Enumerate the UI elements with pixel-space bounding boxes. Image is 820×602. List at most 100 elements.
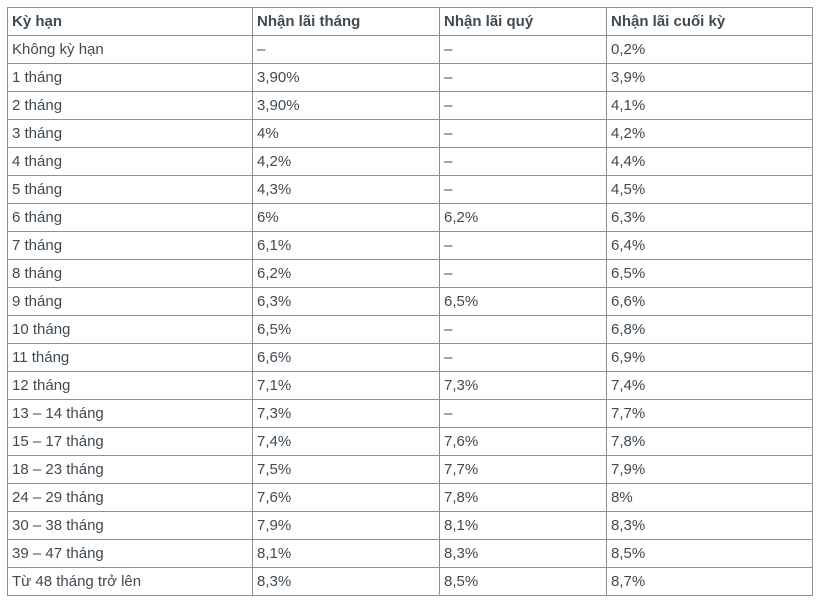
term-cell: 3 tháng (7, 119, 253, 148)
term-cell: 10 tháng (7, 315, 253, 344)
table-row: 9 tháng 6,3% 6,5% 6,6% (7, 287, 813, 316)
end-of-term-rate-cell: 8,5% (606, 539, 813, 568)
header-row: Kỳ hạn Nhận lãi tháng Nhận lãi quý Nhận … (7, 7, 813, 36)
term-cell: 9 tháng (7, 287, 253, 316)
end-of-term-rate-cell: 8% (606, 483, 813, 512)
table-row: 3 tháng 4% – 4,2% (7, 119, 813, 148)
monthly-rate-cell: 7,1% (252, 371, 440, 400)
quarterly-rate-cell: – (439, 343, 607, 372)
table-row: 11 tháng 6,6% – 6,9% (7, 343, 813, 372)
monthly-rate-cell: – (252, 35, 440, 64)
table-row: 10 tháng 6,5% – 6,8% (7, 315, 813, 344)
interest-rate-table: Kỳ hạn Nhận lãi tháng Nhận lãi quý Nhận … (7, 7, 813, 596)
quarterly-rate-cell: 7,3% (439, 371, 607, 400)
quarterly-rate-cell: – (439, 119, 607, 148)
end-of-term-rate-cell: 6,3% (606, 203, 813, 232)
end-of-term-rate-cell: 8,3% (606, 511, 813, 540)
monthly-rate-cell: 6,3% (252, 287, 440, 316)
term-cell: 7 tháng (7, 231, 253, 260)
table-row: 13 – 14 tháng 7,3% – 7,7% (7, 399, 813, 428)
column-header-quarterly-interest: Nhận lãi quý (439, 7, 607, 36)
table-row: 24 – 29 tháng 7,6% 7,8% 8% (7, 483, 813, 512)
term-cell: 13 – 14 tháng (7, 399, 253, 428)
quarterly-rate-cell: – (439, 91, 607, 120)
monthly-rate-cell: 6% (252, 203, 440, 232)
end-of-term-rate-cell: 8,7% (606, 567, 813, 596)
table-row: Không kỳ hạn – – 0,2% (7, 35, 813, 64)
term-cell: 12 tháng (7, 371, 253, 400)
quarterly-rate-cell: 6,2% (439, 203, 607, 232)
monthly-rate-cell: 3,90% (252, 91, 440, 120)
table-row: Từ 48 tháng trở lên 8,3% 8,5% 8,7% (7, 567, 813, 596)
quarterly-rate-cell: 7,7% (439, 455, 607, 484)
table-row: 15 – 17 tháng 7,4% 7,6% 7,8% (7, 427, 813, 456)
table-row: 5 tháng 4,3% – 4,5% (7, 175, 813, 204)
monthly-rate-cell: 6,1% (252, 231, 440, 260)
table-row: 18 – 23 tháng 7,5% 7,7% 7,9% (7, 455, 813, 484)
quarterly-rate-cell: 8,3% (439, 539, 607, 568)
table-row: 8 tháng 6,2% – 6,5% (7, 259, 813, 288)
monthly-rate-cell: 4% (252, 119, 440, 148)
term-cell: 15 – 17 tháng (7, 427, 253, 456)
monthly-rate-cell: 4,3% (252, 175, 440, 204)
table-row: 4 tháng 4,2% – 4,4% (7, 147, 813, 176)
quarterly-rate-cell: – (439, 35, 607, 64)
monthly-rate-cell: 6,2% (252, 259, 440, 288)
term-cell: 6 tháng (7, 203, 253, 232)
term-cell: 30 – 38 tháng (7, 511, 253, 540)
monthly-rate-cell: 3,90% (252, 63, 440, 92)
column-header-term: Kỳ hạn (7, 7, 253, 36)
quarterly-rate-cell: – (439, 147, 607, 176)
term-cell: 11 tháng (7, 343, 253, 372)
quarterly-rate-cell: 6,5% (439, 287, 607, 316)
end-of-term-rate-cell: 0,2% (606, 35, 813, 64)
end-of-term-rate-cell: 7,8% (606, 427, 813, 456)
table-row: 7 tháng 6,1% – 6,4% (7, 231, 813, 260)
table-row: 2 tháng 3,90% – 4,1% (7, 91, 813, 120)
term-cell: 1 tháng (7, 63, 253, 92)
quarterly-rate-cell: – (439, 315, 607, 344)
term-cell: 4 tháng (7, 147, 253, 176)
monthly-rate-cell: 4,2% (252, 147, 440, 176)
monthly-rate-cell: 8,1% (252, 539, 440, 568)
end-of-term-rate-cell: 4,2% (606, 119, 813, 148)
end-of-term-rate-cell: 6,9% (606, 343, 813, 372)
table-body: Không kỳ hạn – – 0,2% 1 tháng 3,90% – 3,… (7, 35, 813, 596)
end-of-term-rate-cell: 7,7% (606, 399, 813, 428)
end-of-term-rate-cell: 7,9% (606, 455, 813, 484)
monthly-rate-cell: 7,5% (252, 455, 440, 484)
quarterly-rate-cell: – (439, 175, 607, 204)
term-cell: 5 tháng (7, 175, 253, 204)
end-of-term-rate-cell: 6,5% (606, 259, 813, 288)
term-cell: 18 – 23 tháng (7, 455, 253, 484)
term-cell: 24 – 29 tháng (7, 483, 253, 512)
end-of-term-rate-cell: 6,8% (606, 315, 813, 344)
end-of-term-rate-cell: 4,5% (606, 175, 813, 204)
end-of-term-rate-cell: 4,4% (606, 147, 813, 176)
table-row: 39 – 47 tháng 8,1% 8,3% 8,5% (7, 539, 813, 568)
table-row: 1 tháng 3,90% – 3,9% (7, 63, 813, 92)
term-cell: Từ 48 tháng trở lên (7, 567, 253, 596)
quarterly-rate-cell: 8,5% (439, 567, 607, 596)
monthly-rate-cell: 7,3% (252, 399, 440, 428)
quarterly-rate-cell: – (439, 231, 607, 260)
monthly-rate-cell: 6,6% (252, 343, 440, 372)
end-of-term-rate-cell: 3,9% (606, 63, 813, 92)
term-cell: 39 – 47 tháng (7, 539, 253, 568)
column-header-monthly-interest: Nhận lãi tháng (252, 7, 440, 36)
monthly-rate-cell: 7,4% (252, 427, 440, 456)
monthly-rate-cell: 7,6% (252, 483, 440, 512)
monthly-rate-cell: 7,9% (252, 511, 440, 540)
monthly-rate-cell: 8,3% (252, 567, 440, 596)
quarterly-rate-cell: 8,1% (439, 511, 607, 540)
term-cell: Không kỳ hạn (7, 35, 253, 64)
term-cell: 8 tháng (7, 259, 253, 288)
table-row: 6 tháng 6% 6,2% 6,3% (7, 203, 813, 232)
monthly-rate-cell: 6,5% (252, 315, 440, 344)
table-row: 30 – 38 tháng 7,9% 8,1% 8,3% (7, 511, 813, 540)
column-header-end-of-term-interest: Nhận lãi cuối kỳ (606, 7, 813, 36)
term-cell: 2 tháng (7, 91, 253, 120)
quarterly-rate-cell: – (439, 63, 607, 92)
quarterly-rate-cell: – (439, 399, 607, 428)
